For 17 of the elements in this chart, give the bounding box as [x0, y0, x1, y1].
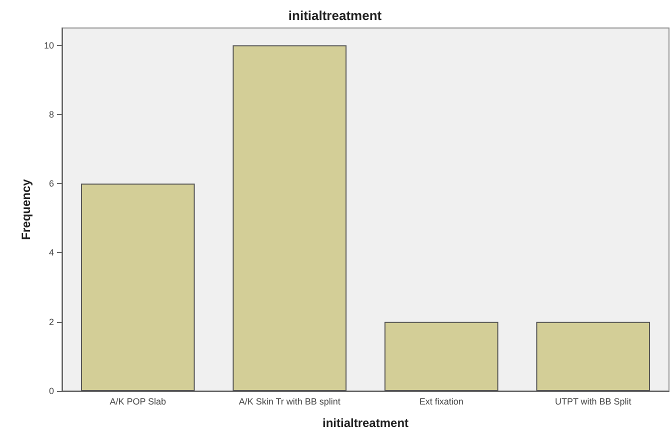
- y-axis-title: Frequency: [19, 178, 33, 240]
- y-tick-label: 6: [48, 178, 54, 189]
- bar: [536, 322, 650, 391]
- y-tick-label: 10: [44, 40, 54, 50]
- y-tick-label: 8: [48, 109, 54, 120]
- y-tick-label: 0: [48, 386, 54, 396]
- x-tick-label: A/K POP Slab: [110, 396, 166, 406]
- x-tick-label: Ext fixation: [419, 396, 464, 406]
- x-tick-label: A/K Skin Tr with BB splint: [238, 396, 341, 406]
- bar: [80, 184, 195, 391]
- y-tick-label: 2: [48, 316, 54, 327]
- y-tick-label: 4: [48, 248, 54, 258]
- bar: [384, 322, 498, 391]
- x-axis-title: initialtreatment: [322, 416, 409, 430]
- bar: [232, 45, 347, 391]
- chart-title: initialtreatment: [288, 8, 382, 23]
- x-tick-label: UTPT with BB Split: [554, 396, 632, 406]
